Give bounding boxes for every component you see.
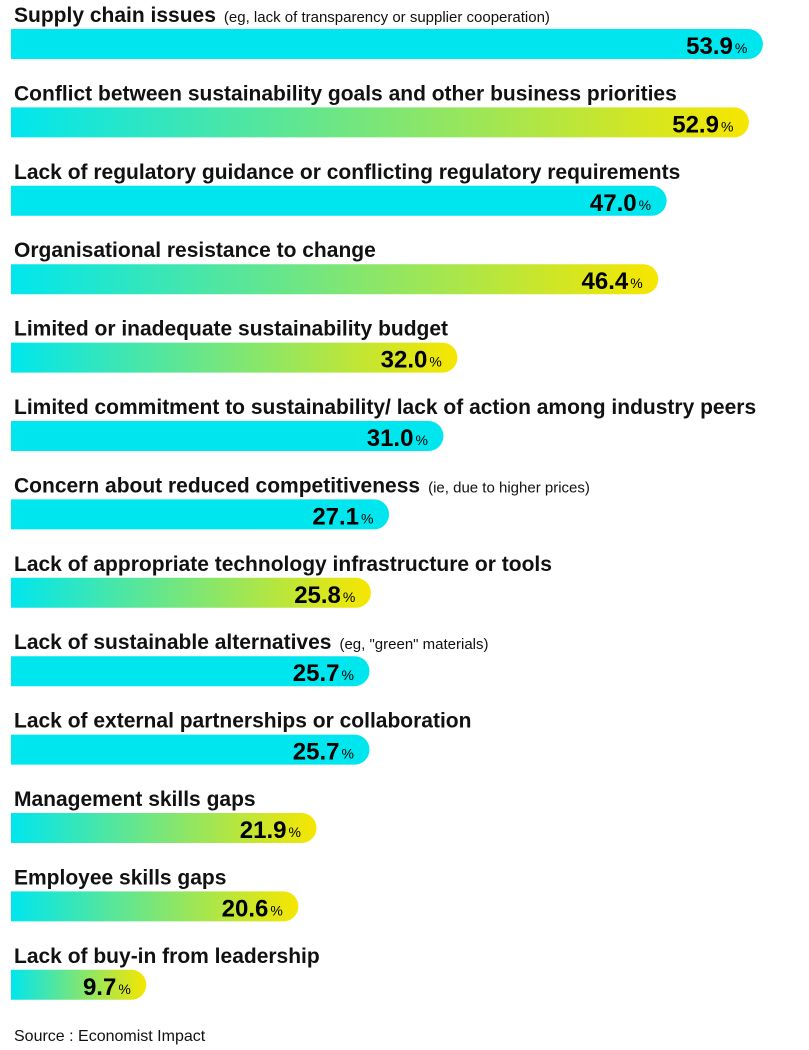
category-label-text: Employee skills gaps — [14, 866, 226, 889]
category-label-text: Lack of regulatory guidance or conflicti… — [14, 161, 680, 184]
bar — [11, 499, 390, 530]
bar-row: Lack of sustainable alternatives (eg, "gr… — [11, 631, 489, 687]
bar — [11, 969, 147, 1000]
bar-row: Concern about reduced competitiveness (ie… — [11, 474, 590, 530]
category-label: Lack of external partnerships or collabo… — [14, 710, 471, 733]
percent-sign: % — [735, 40, 747, 56]
percent-sign: % — [342, 746, 354, 762]
percent-sign: % — [343, 589, 355, 605]
category-label: Management skills gaps — [14, 788, 256, 811]
percent-sign: % — [342, 667, 354, 683]
value-label: 52.9 — [672, 111, 719, 138]
percent-sign: % — [118, 981, 130, 997]
bar — [11, 813, 317, 843]
value-label: 21.9 — [240, 817, 287, 844]
source-note: Source : Economist Impact — [14, 1028, 206, 1045]
bar — [11, 656, 370, 687]
percent-sign: % — [429, 354, 441, 370]
bar-row: Limited or inadequate sustainability bud… — [11, 318, 458, 374]
percent-sign: % — [270, 902, 282, 918]
category-label-text: Conflict between sustainability goals an… — [14, 82, 677, 105]
category-label: Concern about reduced competitiveness (ie… — [14, 474, 590, 497]
category-label: Lack of buy-in from leadership — [14, 945, 320, 968]
bar — [11, 29, 763, 59]
category-label-text: Management skills gaps — [14, 788, 256, 811]
bar-row: Lack of buy-in from leadership 9.7% — [11, 945, 320, 1001]
category-label-text: Limited commitment to sustainability/ la… — [14, 396, 756, 419]
value-label: 32.0 — [381, 347, 428, 374]
category-label-text: Limited or inadequate sustainability bud… — [14, 318, 448, 341]
category-label-text: Lack of sustainable alternatives — [14, 631, 331, 654]
value-label: 53.9 — [686, 33, 733, 60]
category-note: (eg, "green" materials) — [339, 636, 488, 653]
category-label: Organisational resistance to change — [14, 239, 376, 262]
category-label: Supply chain issues (eg, lack of transpar… — [14, 4, 550, 27]
bar — [11, 734, 370, 765]
value-label: 9.7 — [83, 974, 116, 1001]
value-label: 20.6 — [222, 895, 269, 922]
bar-row: Lack of regulatory guidance or conflicti… — [11, 161, 680, 217]
bar-row: Supply chain issues (eg, lack of transpar… — [11, 4, 763, 60]
bar-row: Organisational resistance to change 46.4% — [11, 239, 659, 295]
category-label-text: Lack of buy-in from leadership — [14, 945, 320, 968]
percent-sign: % — [289, 824, 301, 840]
value-label: 25.7 — [293, 739, 340, 766]
category-label: Limited or inadequate sustainability bud… — [14, 318, 448, 341]
category-label: Lack of appropriate technology infrastru… — [14, 553, 552, 576]
bar — [11, 185, 667, 216]
category-label: Lack of sustainable alternatives (eg, "gr… — [14, 631, 489, 654]
category-label: Lack of regulatory guidance or conflicti… — [14, 161, 680, 184]
value-label: 25.8 — [294, 582, 341, 609]
bar-row: Lack of appropriate technology infrastru… — [11, 553, 552, 609]
bar-row: Conflict between sustainability goals an… — [11, 82, 749, 138]
bar — [11, 577, 371, 608]
percent-sign: % — [415, 432, 427, 448]
bar — [11, 891, 299, 922]
category-note: (eg, lack of transparency or supplier co… — [224, 9, 550, 26]
bar-row: Management skills gaps 21.9% — [11, 788, 317, 844]
bar-row: Employee skills gaps 20.6% — [11, 866, 299, 922]
category-note: (ie, due to higher prices) — [428, 479, 590, 496]
percent-sign: % — [721, 118, 733, 134]
value-label: 46.4 — [582, 268, 629, 295]
category-label-text: Supply chain issues — [14, 4, 216, 27]
bar-row: Lack of external partnerships or collabo… — [11, 710, 471, 766]
bar — [11, 342, 458, 373]
category-label-text: Concern about reduced competitiveness — [14, 474, 420, 497]
category-label-text: Organisational resistance to change — [14, 239, 376, 262]
bar-row: Limited commitment to sustainability/ la… — [11, 396, 756, 452]
percent-sign: % — [630, 275, 642, 291]
value-label: 31.0 — [367, 425, 414, 452]
value-label: 25.7 — [293, 660, 340, 687]
category-label-text: Lack of external partnerships or collabo… — [14, 710, 471, 733]
percent-sign: % — [361, 510, 373, 526]
bar — [11, 421, 444, 451]
category-label: Limited commitment to sustainability/ la… — [14, 396, 756, 419]
category-label: Conflict between sustainability goals an… — [14, 82, 677, 105]
bar — [11, 264, 659, 295]
value-label: 47.0 — [590, 190, 637, 217]
bar — [11, 107, 749, 138]
value-label: 27.1 — [312, 503, 359, 530]
category-label: Employee skills gaps — [14, 866, 226, 889]
percent-sign: % — [639, 197, 651, 213]
category-label-text: Lack of appropriate technology infrastru… — [14, 553, 552, 576]
